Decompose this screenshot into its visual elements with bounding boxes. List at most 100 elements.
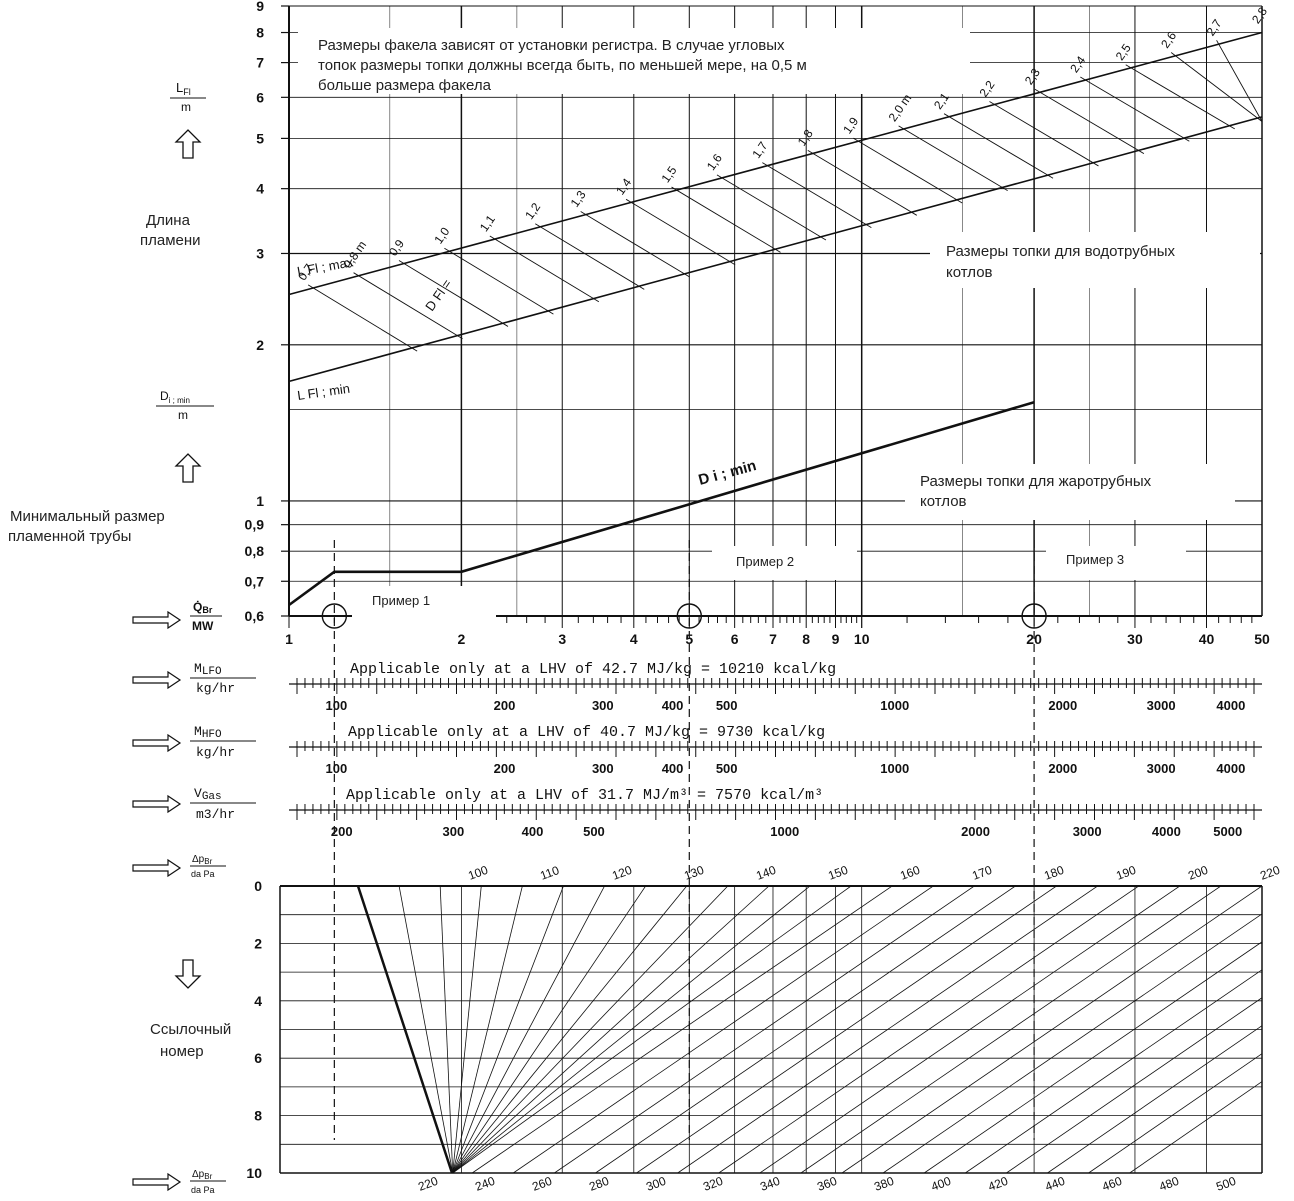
top-pressure-label: 160 [898, 863, 922, 883]
y-tick-label: 0,6 [245, 608, 265, 624]
pressure-line [718, 885, 1139, 1174]
hfo-scale-label: 200 [494, 761, 516, 776]
pressure-line [452, 885, 564, 1174]
x-tick-label: 7 [769, 631, 777, 647]
lfo-scale-label: 400 [662, 698, 684, 713]
down-arrow-icon [174, 959, 202, 989]
fuel-scales: 100 200 300 400 500 1000 2000 3000 4000 100 200 300… [289, 678, 1262, 839]
flame-length-line-2: пламени [140, 232, 201, 249]
lfo-scale-label: 1000 [880, 698, 909, 713]
gas-scale-label: 5000 [1213, 824, 1242, 839]
mhfo-unit: kg/hr [196, 745, 235, 760]
top-pressure-label: 100 [466, 863, 490, 883]
x-tick-label: 1 [285, 631, 293, 647]
dp2-unit: da Pa [191, 1185, 215, 1195]
lfl-unit: m [181, 100, 191, 114]
ref-tick-label: 4 [254, 993, 262, 1009]
gas-scale-label: 400 [522, 824, 544, 839]
example-2-label: Пример 2 [736, 554, 794, 569]
top-pressure-label: 180 [1042, 863, 1066, 883]
diameter-line [852, 137, 963, 204]
min-tube-box [4, 498, 214, 550]
diameter-line [1216, 40, 1263, 122]
x-tick-label: 6 [731, 631, 739, 647]
pressure-line [1006, 997, 1263, 1174]
vgas-label-group: VGas m3/hr [132, 786, 256, 822]
bottom-pressure-label: 460 [1100, 1174, 1124, 1194]
right-arrow-icon [132, 858, 182, 878]
bottom-pressure-label: 300 [644, 1174, 668, 1194]
diameter-line [989, 101, 1099, 167]
x-tick-label: 3 [558, 631, 566, 647]
gas-scale-label: 4000 [1152, 824, 1181, 839]
top-pressure-label: 150 [826, 863, 850, 883]
diameter-line [671, 186, 781, 253]
ref-tick-label: 0 [254, 878, 262, 894]
mhfo-label: MHFO [194, 724, 222, 741]
pressure-line [841, 885, 1263, 1174]
bottom-pressure-label: 320 [701, 1174, 725, 1194]
top-pressure-label: 220 [1258, 863, 1282, 883]
example-3-label: Пример 3 [1066, 552, 1124, 567]
right-arrow-icon [132, 1172, 182, 1192]
x-tick-label: 40 [1199, 631, 1215, 647]
hfo-scale-label: 4000 [1216, 761, 1245, 776]
mlfo-unit: kg/hr [196, 681, 235, 696]
diameter-label: 2,5 [1113, 41, 1134, 63]
right-arrow-icon [132, 670, 182, 690]
gas-scale-label: 1000 [770, 824, 799, 839]
lfo-scale-label: 500 [716, 698, 738, 713]
bottom-pressure-label: 500 [1214, 1174, 1238, 1194]
diameter-line [353, 272, 463, 340]
lfo-scale-label: 4000 [1216, 698, 1245, 713]
bottom-pressure-label: 340 [758, 1174, 782, 1194]
top-pressure-label: 200 [1186, 863, 1210, 883]
diameter-label: 2,8 [1249, 4, 1270, 26]
dimin-label: Di ; min [160, 389, 190, 405]
diameter-line [1080, 76, 1190, 142]
min-tube-line-1: Минимальный размер [10, 508, 165, 525]
pressure-line [452, 885, 605, 1174]
bottom-pressure-label: 420 [986, 1174, 1010, 1194]
pressure-line [452, 885, 852, 1174]
y-tick-label: 2 [256, 337, 264, 353]
right-arrow-icon [132, 794, 182, 814]
lfl-label: LFl [176, 80, 191, 97]
top-pressure-label: 140 [754, 863, 778, 883]
gas-scale-label: 3000 [1073, 824, 1102, 839]
top-pressure-label: 170 [970, 863, 994, 883]
x-tick-label: 8 [802, 631, 810, 647]
up-arrow-icon [174, 129, 202, 159]
mlfo-label-group: MLFO kg/hr [132, 661, 256, 696]
hfo-scale-label: 100 [326, 761, 348, 776]
bottom-pressure-label: 440 [1043, 1174, 1067, 1194]
pressure-line [923, 941, 1263, 1174]
series-label-dimin: D i ; min [697, 457, 759, 489]
flame-note-line-3: больше размера факела [318, 77, 492, 94]
top-pressure-label: 190 [1114, 863, 1138, 883]
example-marker [321, 603, 348, 629]
right-arrow-icon [132, 610, 182, 630]
diameter-line [762, 162, 872, 229]
diameter-label: 1,6 [704, 151, 725, 173]
ref-tick-label: 8 [254, 1108, 262, 1124]
top-pressure-label: 110 [538, 863, 561, 883]
diameter-line [625, 198, 736, 266]
example-1-label: Пример 1 [372, 593, 430, 608]
diameter-line [1125, 64, 1235, 130]
y-tick-label: 7 [256, 55, 264, 71]
diameter-line [943, 113, 1054, 179]
example-3-box [1046, 546, 1186, 580]
flame-note-line-1: Размеры факела зависят от установки реги… [318, 37, 785, 54]
gas-scale-label: 200 [331, 824, 353, 839]
pressure-line [471, 885, 893, 1174]
right-arrow-icon [132, 733, 182, 753]
bottom-pressure-label: 220 [416, 1174, 440, 1194]
firetube-note-box [905, 464, 1235, 520]
pressure-line [452, 885, 482, 1174]
dp2-label-group: ΔpBr da Pa [132, 1169, 226, 1195]
diameter-label: 0,9 [386, 237, 407, 259]
pressure-line [677, 885, 1098, 1174]
vgas-label: VGas [194, 786, 222, 803]
watertube-note-box [930, 232, 1260, 288]
